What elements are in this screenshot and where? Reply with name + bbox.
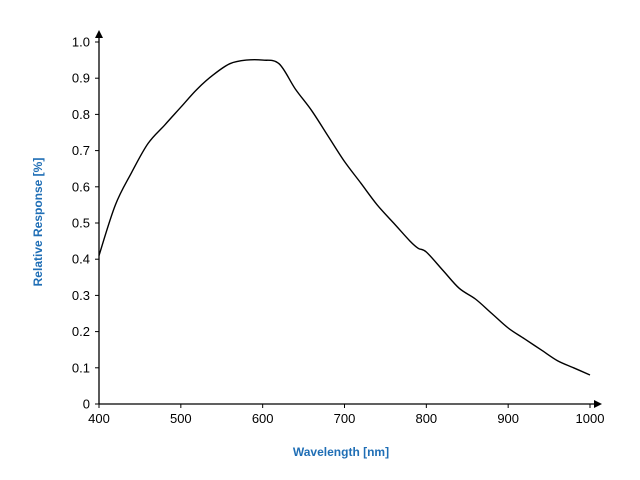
x-tick-label: 900 — [497, 411, 519, 426]
x-tick-label: 1000 — [576, 411, 605, 426]
y-tick-label: 0.3 — [72, 288, 90, 303]
y-tick-label: 0.2 — [72, 324, 90, 339]
y-tick-label: 0.6 — [72, 179, 90, 194]
y-axis-title: Relative Response [%] — [31, 158, 45, 287]
axis-ticks: 0 0.1 0.2 0.3 0.4 0.5 0.6 0.7 0.8 0.9 1.0 400 500 600… — [72, 35, 605, 427]
x-axis-title: Wavelength [nm] — [293, 445, 389, 459]
x-tick-label: 500 — [170, 411, 192, 426]
y-tick-label: 0 — [83, 397, 90, 412]
x-tick-label: 700 — [334, 411, 356, 426]
y-axis — [95, 30, 103, 404]
response-curve-line — [98, 58, 591, 376]
y-tick-label: 0.4 — [72, 252, 90, 267]
y-tick-label: 1.0 — [72, 35, 90, 50]
y-tick-label: 0.7 — [72, 143, 90, 158]
x-tick-label: 600 — [252, 411, 274, 426]
y-tick-label: 0.9 — [72, 71, 90, 86]
x-tick-label: 400 — [88, 411, 110, 426]
x-axis — [99, 400, 602, 408]
response-curve-group — [98, 58, 591, 376]
y-axis-arrow-icon — [95, 30, 103, 38]
x-tick-label: 800 — [415, 411, 437, 426]
x-axis-arrow-icon — [594, 400, 602, 408]
y-tick-label: 0.1 — [72, 360, 90, 375]
y-tick-label: 0.8 — [72, 107, 90, 122]
y-tick-label: 0.5 — [72, 216, 90, 231]
